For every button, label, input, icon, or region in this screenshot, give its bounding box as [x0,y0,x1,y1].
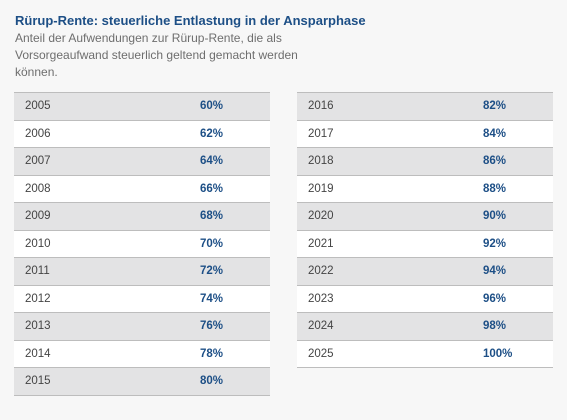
year-cell: 2022 [308,265,334,278]
table-row: 2006 62% [14,120,270,148]
year-cell: 2015 [25,375,51,388]
year-cell: 2023 [308,292,334,305]
table-row: 2016 82% [297,93,553,121]
table-row: 2019 88% [297,175,553,203]
table-row: 2007 64% [14,148,270,176]
table-row: 2022 94% [297,258,553,286]
table-row: 2014 78% [14,340,270,368]
table-row: 2025 100% [297,340,553,368]
table-row: 2009 68% [14,203,270,231]
percent-cell: 96% [483,292,507,305]
year-cell: 2025 [308,347,334,360]
table-row: 2020 90% [297,203,553,231]
table-row: 2018 86% [297,148,553,176]
table-row: 2023 96% [297,285,553,313]
percent-cell: 90% [483,210,507,223]
percent-cell: 82% [483,100,507,113]
table-row: 2013 76% [14,313,270,341]
percent-cell: 64% [200,155,224,168]
table-row: 2021 92% [297,230,553,258]
table-row: 2024 98% [297,313,553,341]
percent-cell: 60% [200,100,224,113]
year-cell: 2018 [308,155,334,168]
percent-cell: 92% [483,237,507,250]
percent-cell: 66% [200,182,224,195]
page-subtitle: Anteil der Aufwendungen zur Rürup-Rente,… [15,31,298,79]
year-cell: 2012 [25,292,51,305]
year-cell: 2014 [25,347,51,360]
year-cell: 2011 [25,265,50,278]
percent-cell: 94% [483,265,507,278]
year-cell: 2007 [25,155,51,168]
percent-cell: 100% [483,347,513,360]
percent-cell: 74% [200,292,224,305]
percent-cell: 84% [483,127,507,140]
year-cell: 2006 [25,127,51,140]
year-cell: 2010 [25,237,51,250]
percent-cell: 76% [200,320,224,333]
percent-cell: 86% [483,155,507,168]
year-cell: 2017 [308,127,334,140]
year-cell: 2020 [308,210,334,223]
percent-cell: 80% [200,375,224,388]
percent-cell: 70% [200,237,224,250]
year-cell: 2005 [25,100,51,113]
percent-cell: 78% [200,347,224,360]
percent-cell: 62% [200,127,224,140]
year-cell: 2016 [308,100,334,113]
table-row: 2008 66% [14,175,270,203]
table-row: 2017 84% [297,120,553,148]
table-row: 2010 70% [14,230,270,258]
year-cell: 2013 [25,320,51,333]
year-cell: 2019 [308,182,334,195]
percent-cell: 98% [483,320,507,333]
table-2005-2015: 2005 60% 2006 62% 2007 64% 2008 66% 2009 68% … [14,92,270,396]
year-cell: 2009 [25,210,51,223]
percent-cell: 88% [483,182,507,195]
percent-cell: 72% [200,265,224,278]
table-row: 2012 74% [14,285,270,313]
table-row: 2005 60% [14,93,270,121]
year-cell: 2021 [308,237,334,250]
table-row: 2011 72% [14,258,270,286]
page-title: Rürup-Rente: steuerliche Entlastung in d… [15,13,366,28]
table-row: 2015 80% [14,368,270,396]
year-cell: 2024 [308,320,334,333]
percent-cell: 68% [200,210,224,223]
table-2016-2025: 2016 82% 2017 84% 2018 86% 2019 88% 2020 90% … [297,92,553,368]
year-cell: 2008 [25,182,51,195]
